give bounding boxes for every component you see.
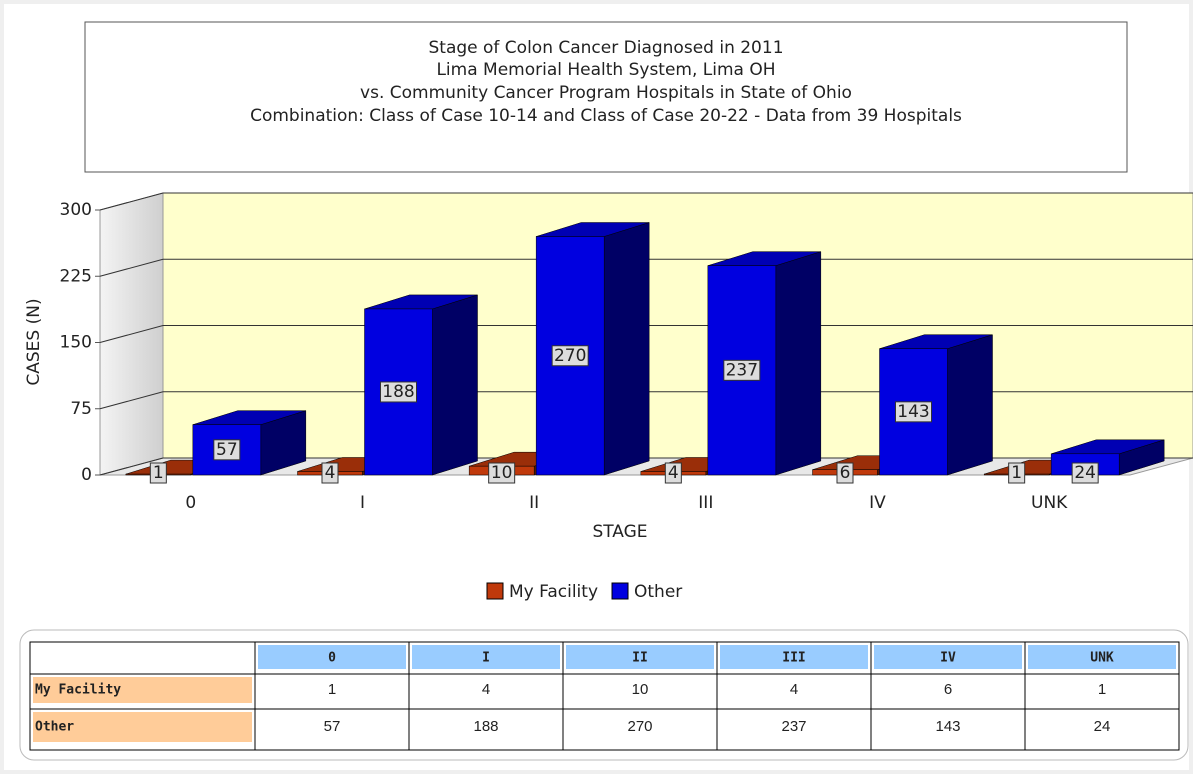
grid-line xyxy=(99,391,164,410)
column-header-cell xyxy=(1028,645,1176,669)
bar xyxy=(192,410,307,476)
y-tick-label: 300 xyxy=(60,200,92,220)
table-cell: 143 xyxy=(935,718,960,735)
bar-side xyxy=(603,222,650,476)
value-label-box xyxy=(836,462,854,484)
column-header: UNK xyxy=(1090,651,1114,666)
y-tick-label: 75 xyxy=(70,399,92,419)
column-header-cell xyxy=(720,645,868,669)
column-header-cell xyxy=(566,645,714,669)
bar-side xyxy=(947,334,993,476)
table-cell: 57 xyxy=(324,718,341,735)
chart-title: Stage of Colon Cancer Diagnosed in 2011 xyxy=(428,38,783,58)
grid-line xyxy=(99,192,164,211)
value-label: 1 xyxy=(1011,463,1022,483)
bar xyxy=(879,334,993,476)
value-label: 188 xyxy=(382,382,414,402)
value-label-box xyxy=(895,401,932,423)
column-header-cell xyxy=(412,645,560,669)
grid-line xyxy=(99,325,164,343)
chart-subtitle: Combination: Class of Case 10-14 and Cla… xyxy=(250,106,962,126)
value-label-box xyxy=(380,381,417,403)
chart-subtitle: vs. Community Cancer Program Hospitals i… xyxy=(360,83,852,103)
value-label: 237 xyxy=(726,360,758,380)
bar-side xyxy=(432,294,478,476)
value-label: 10 xyxy=(491,463,513,483)
x-tick-label: 0 xyxy=(185,493,196,513)
legend: My Facility Other xyxy=(486,582,682,602)
x-tick-label: II xyxy=(529,493,539,513)
row-header: Other xyxy=(35,720,74,735)
table-cell: 6 xyxy=(944,681,952,698)
table-cell: 10 xyxy=(632,681,649,698)
value-label-box xyxy=(664,462,682,484)
column-header: I xyxy=(482,651,490,666)
legend-swatch xyxy=(611,582,629,600)
y-tick-label: 0 xyxy=(81,465,92,485)
table-cell: 1 xyxy=(328,681,336,698)
value-label-box xyxy=(321,462,339,484)
bar xyxy=(1050,439,1165,476)
table-cell: 237 xyxy=(781,718,806,735)
value-label: 1 xyxy=(153,463,164,483)
value-label: 270 xyxy=(554,346,586,366)
legend-label: My Facility xyxy=(509,582,598,602)
row-header: My Facility xyxy=(35,683,121,698)
column-header: III xyxy=(782,651,805,666)
table-cell: 270 xyxy=(627,718,652,735)
table-cell: 24 xyxy=(1094,718,1111,735)
column-header-cell xyxy=(258,645,406,669)
value-label-box xyxy=(1071,462,1099,484)
legend-swatch xyxy=(486,582,504,600)
x-tick-label: UNK xyxy=(1031,493,1068,513)
column-header: IV xyxy=(940,651,956,666)
x-tick-label: III xyxy=(698,493,713,513)
chart-subtitle: Lima Memorial Health System, Lima OH xyxy=(436,60,775,80)
value-label: 4 xyxy=(325,463,336,483)
x-tick-label: IV xyxy=(869,493,886,513)
column-header-cell xyxy=(874,645,1022,669)
grid-line xyxy=(99,258,164,277)
table-cell: 4 xyxy=(482,681,490,698)
value-label: 24 xyxy=(1074,463,1096,483)
value-label: 4 xyxy=(668,463,679,483)
table-cell: 1 xyxy=(1098,681,1106,698)
value-label: 57 xyxy=(216,440,238,460)
row-header-cell xyxy=(33,677,252,703)
y-tick-label: 225 xyxy=(60,266,92,286)
plot: 0 75 150 225 300 0 1 57 I 4 188 II 10 270 III 4 237 IV 6 14… xyxy=(60,192,1193,513)
value-label-box xyxy=(213,439,241,461)
column-header: II xyxy=(632,651,648,666)
y-axis-title: CASES (N) xyxy=(24,298,44,385)
legend-label: Other xyxy=(634,582,682,602)
title-box xyxy=(84,21,1128,173)
value-label-box xyxy=(488,462,516,484)
value-label-box xyxy=(1008,462,1026,484)
value-label-box xyxy=(149,462,167,484)
row-header-cell xyxy=(33,712,252,742)
y-tick-label: 150 xyxy=(60,333,92,353)
x-axis-title: STAGE xyxy=(592,522,647,542)
table-cell: 4 xyxy=(790,681,798,698)
grid-line xyxy=(99,457,164,476)
bar-side xyxy=(775,251,822,476)
column-header: 0 xyxy=(328,651,336,666)
x-tick-label: I xyxy=(360,493,365,513)
table-cell: 188 xyxy=(473,718,498,735)
value-label-box xyxy=(723,359,761,381)
value-label: 143 xyxy=(897,402,929,422)
table-border xyxy=(29,641,1180,751)
value-label: 6 xyxy=(840,463,851,483)
value-label-box xyxy=(551,345,589,367)
